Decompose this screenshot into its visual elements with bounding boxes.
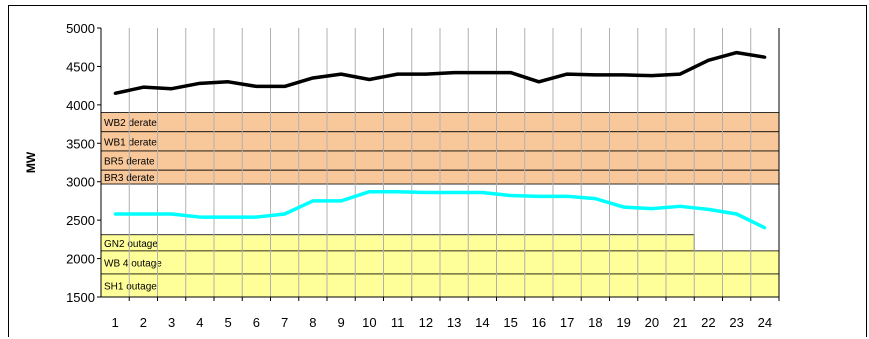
series-0-point-14 xyxy=(481,71,484,74)
series-1-point-3 xyxy=(170,212,173,215)
x-tick-label-8: 8 xyxy=(309,315,316,330)
x-tick-label-6: 6 xyxy=(253,315,260,330)
y-tick-label-2500: 2500 xyxy=(66,213,95,228)
x-tick-label-16: 16 xyxy=(532,315,546,330)
series-0-point-17 xyxy=(566,73,569,76)
series-0-point-19 xyxy=(622,73,625,76)
series-1-point-23 xyxy=(735,212,738,215)
series-0-point-8 xyxy=(311,76,314,79)
x-tick-label-24: 24 xyxy=(758,315,772,330)
series-1-point-21 xyxy=(679,205,682,208)
x-tick-label-21: 21 xyxy=(673,315,687,330)
series-1-point-20 xyxy=(650,207,653,210)
band-label-1: WB1 derate xyxy=(104,137,157,148)
series-0-point-3 xyxy=(170,87,173,90)
x-tick-label-15: 15 xyxy=(503,315,517,330)
series-0-point-18 xyxy=(594,73,597,76)
series-1-point-18 xyxy=(594,197,597,200)
x-tick-label-13: 13 xyxy=(447,315,461,330)
series-1-point-1 xyxy=(114,212,117,215)
series-1-point-7 xyxy=(283,212,286,215)
series-0-point-5 xyxy=(227,80,230,83)
x-tick-label-11: 11 xyxy=(391,315,405,330)
x-tick-label-10: 10 xyxy=(362,315,376,330)
x-tick-label-17: 17 xyxy=(560,315,574,330)
x-tick-label-18: 18 xyxy=(588,315,602,330)
series-0-point-16 xyxy=(537,80,540,83)
series-1-point-14 xyxy=(481,191,484,194)
series-1-point-19 xyxy=(622,206,625,209)
y-tick-label-1500: 1500 xyxy=(66,290,95,305)
series-0-point-10 xyxy=(368,78,371,81)
x-tick-label-14: 14 xyxy=(475,315,489,330)
series-0-point-2 xyxy=(142,86,145,89)
series-1-point-24 xyxy=(763,226,766,229)
x-tick-label-23: 23 xyxy=(729,315,743,330)
series-1-point-12 xyxy=(424,191,427,194)
y-tick-label-4000: 4000 xyxy=(66,98,95,113)
y-tick-label-4500: 4500 xyxy=(66,59,95,74)
series-1-point-16 xyxy=(537,195,540,198)
series-0-point-20 xyxy=(650,74,653,77)
series-1-point-22 xyxy=(707,208,710,211)
series-0-point-9 xyxy=(340,73,343,76)
band-label-5: WB 4 outage xyxy=(104,258,162,269)
series-1-point-10 xyxy=(368,190,371,193)
series-1-point-9 xyxy=(340,199,343,202)
series-1-point-4 xyxy=(198,216,201,219)
x-tick-label-19: 19 xyxy=(616,315,630,330)
series-1-point-11 xyxy=(396,190,399,193)
series-0-point-24 xyxy=(763,56,766,59)
y-tick-label-2000: 2000 xyxy=(66,252,95,267)
series-0-point-15 xyxy=(509,71,512,74)
band-label-0: WB2 derate xyxy=(104,118,157,129)
y-tick-label-5000: 5000 xyxy=(66,21,95,36)
y-tick-label-3000: 3000 xyxy=(66,175,95,190)
series-0-point-13 xyxy=(453,71,456,74)
series-0-point-23 xyxy=(735,51,738,54)
y-axis-label: MW xyxy=(24,151,38,173)
band-label-6: SH1 outage xyxy=(104,281,157,292)
x-tick-label-20: 20 xyxy=(645,315,659,330)
series-0-point-1 xyxy=(114,92,117,95)
series-0-point-4 xyxy=(198,82,201,85)
series-1-point-6 xyxy=(255,216,258,219)
x-tick-label-2: 2 xyxy=(140,315,147,330)
x-tick-label-9: 9 xyxy=(338,315,345,330)
series-1-point-17 xyxy=(566,195,569,198)
series-1-point-15 xyxy=(509,194,512,197)
series-1-point-2 xyxy=(142,212,145,215)
series-1-point-8 xyxy=(311,199,314,202)
series-0-point-22 xyxy=(707,59,710,62)
x-tick-label-3: 3 xyxy=(168,315,175,330)
series-0-point-21 xyxy=(679,73,682,76)
x-tick-label-5: 5 xyxy=(225,315,232,330)
series-0-point-11 xyxy=(396,73,399,76)
x-tick-label-4: 4 xyxy=(196,315,203,330)
x-tick-label-1: 1 xyxy=(112,315,119,330)
series-0-point-6 xyxy=(255,85,258,88)
y-tick-label-3500: 3500 xyxy=(66,136,95,151)
x-tick-label-22: 22 xyxy=(701,315,715,330)
series-0-point-12 xyxy=(424,73,427,76)
band-4 xyxy=(101,235,694,251)
series-0-point-7 xyxy=(283,85,286,88)
x-tick-label-12: 12 xyxy=(419,315,433,330)
x-tick-label-7: 7 xyxy=(281,315,288,330)
series-1-point-5 xyxy=(227,216,230,219)
series-1-point-13 xyxy=(453,191,456,194)
band-label-4: GN2 outage xyxy=(104,239,158,250)
